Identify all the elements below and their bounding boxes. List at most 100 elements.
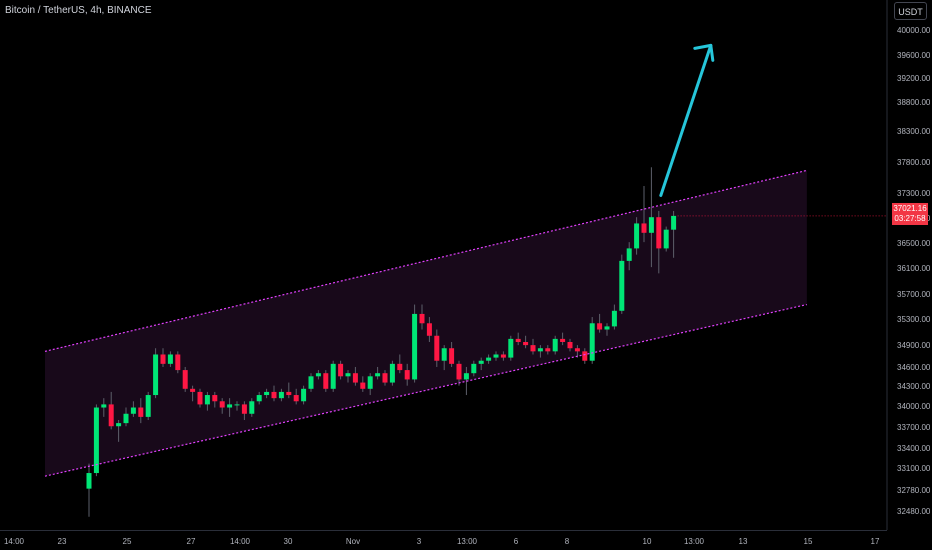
candle[interactable] [508, 335, 514, 361]
candle[interactable] [212, 391, 218, 408]
candle[interactable] [478, 357, 484, 371]
candle[interactable] [626, 242, 632, 271]
candle[interactable] [515, 332, 521, 346]
candle[interactable] [656, 210, 662, 274]
candle-body [537, 348, 543, 352]
candle[interactable] [486, 354, 492, 364]
candle[interactable] [101, 398, 107, 417]
candles-layer [86, 167, 677, 517]
candle[interactable] [552, 335, 558, 355]
candle[interactable] [367, 373, 373, 396]
candle[interactable] [256, 391, 262, 405]
candle[interactable] [308, 373, 314, 392]
candle[interactable] [160, 348, 166, 367]
candle[interactable] [456, 360, 462, 386]
candle[interactable] [153, 348, 159, 399]
candle[interactable] [619, 254, 625, 314]
candle-body [634, 223, 640, 249]
price-tick-label: 38300.00 [897, 127, 931, 136]
candle[interactable] [338, 360, 344, 380]
trend-arrow-line[interactable] [659, 43, 713, 197]
candle[interactable] [330, 360, 336, 392]
candle[interactable] [197, 388, 203, 408]
candle[interactable] [663, 226, 669, 252]
candle[interactable] [219, 398, 225, 414]
candle[interactable] [560, 332, 566, 346]
candle-body [264, 391, 270, 396]
candle[interactable] [648, 167, 654, 268]
candle[interactable] [545, 345, 551, 355]
candle[interactable] [537, 345, 543, 358]
candle[interactable] [523, 335, 529, 349]
candle[interactable] [190, 385, 196, 402]
candle[interactable] [315, 370, 321, 380]
candle[interactable] [389, 360, 395, 386]
candle[interactable] [352, 366, 358, 386]
candle[interactable] [145, 391, 151, 420]
candle[interactable] [130, 401, 136, 417]
candle[interactable] [241, 401, 247, 420]
candle[interactable] [301, 385, 307, 405]
candle[interactable] [500, 351, 506, 361]
candle[interactable] [611, 304, 617, 330]
candle[interactable] [567, 338, 573, 352]
candle[interactable] [175, 351, 181, 374]
candle-body [345, 373, 351, 377]
candle-body [138, 407, 144, 417]
candle[interactable] [582, 348, 588, 364]
candle[interactable] [441, 345, 447, 371]
candle[interactable] [671, 210, 677, 258]
time-tick-label: 3 [417, 537, 422, 546]
candle[interactable] [234, 401, 240, 411]
candle[interactable] [271, 385, 277, 402]
candle[interactable] [323, 370, 329, 392]
candle[interactable] [597, 313, 603, 333]
candle[interactable] [93, 404, 99, 477]
time-tick-label: 15 [804, 537, 813, 546]
candle[interactable] [426, 317, 432, 342]
time-axis[interactable]: 14:00 23 25 27 14:00 30 Nov 3 13:00 6 8 10 13:00 13 15… [4, 537, 880, 546]
candle[interactable] [108, 391, 114, 430]
candle[interactable] [278, 388, 284, 402]
candle[interactable] [641, 186, 647, 243]
candle[interactable] [227, 398, 233, 417]
candle[interactable] [116, 420, 122, 442]
candle[interactable] [345, 370, 351, 383]
candle[interactable] [123, 407, 129, 427]
trend-arrow[interactable] [659, 43, 715, 197]
candle[interactable] [493, 351, 499, 361]
candle[interactable] [86, 463, 92, 517]
candle[interactable] [360, 376, 366, 392]
price-tick-label: 35700.00 [897, 290, 931, 299]
candle[interactable] [286, 382, 292, 399]
candle[interactable] [434, 329, 440, 367]
candle[interactable] [404, 363, 410, 386]
candle-body [648, 217, 654, 233]
candle[interactable] [397, 354, 403, 374]
candle[interactable] [293, 388, 299, 405]
candle[interactable] [449, 342, 455, 367]
candle[interactable] [412, 304, 418, 383]
currency-button[interactable]: USDT [894, 2, 927, 20]
candle[interactable] [204, 391, 210, 411]
candle-body [190, 388, 196, 392]
candle[interactable] [182, 366, 188, 392]
candle[interactable] [167, 351, 173, 367]
candle[interactable] [471, 360, 477, 377]
candle-body [338, 363, 344, 377]
candle-body [604, 326, 610, 330]
candle[interactable] [574, 345, 580, 358]
candle[interactable] [382, 370, 388, 386]
candle[interactable] [375, 366, 381, 380]
candle[interactable] [604, 323, 610, 336]
channel-upper-line[interactable] [44, 169, 807, 352]
price-axis[interactable]: 40000.00 39600.00 39200.00 38800.00 38300.00… [897, 26, 931, 516]
candle[interactable] [419, 304, 425, 330]
candle[interactable] [589, 317, 595, 364]
candle[interactable] [138, 398, 144, 424]
candle[interactable] [634, 217, 640, 255]
candle[interactable] [530, 338, 536, 355]
candle[interactable] [264, 388, 270, 399]
candle[interactable] [249, 398, 255, 417]
